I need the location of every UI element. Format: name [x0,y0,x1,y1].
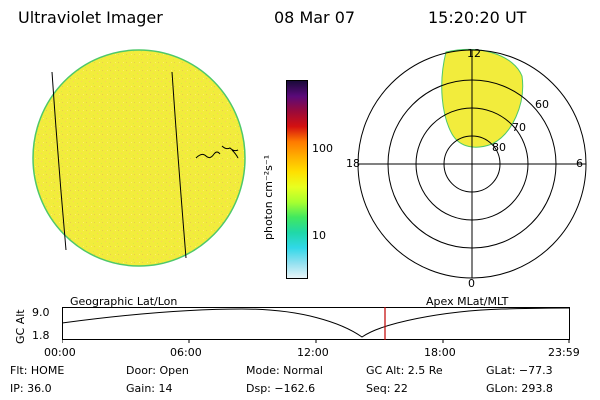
status-flt: Flt: HOME [10,364,65,377]
instrument-title: Ultraviolet Imager [18,8,163,27]
altitude-curve [62,307,570,338]
mlt-label-18: 18 [346,157,360,170]
aurora-region [441,49,524,148]
timeline-left-title: Geographic Lat/Lon [70,295,178,308]
longitude-line-right [171,71,187,259]
x-tick-0000: 00:00 [44,346,76,359]
date-label: 08 Mar 07 [274,8,356,27]
status-door: Door: Open [126,364,189,377]
colorbar-tick-10: 10 [312,229,326,242]
status-glat: GLat: −77.3 [486,364,553,377]
x-tick-0600: 06:00 [170,346,202,359]
status-dsp: Dsp: −162.6 [246,382,316,395]
lat-label-60: 60 [535,98,549,111]
polar-plot [357,49,587,279]
colorbar-tick-100: 100 [312,142,333,155]
status-seq: Seq: 22 [366,382,408,395]
status-ip: IP: 36.0 [10,382,52,395]
y-tick-9: 9.0 [32,306,50,319]
status-gain: Gain: 14 [126,382,173,395]
earth-disk [32,49,246,267]
mlt-label-0: 0 [468,277,475,290]
x-tick-1800: 18:00 [424,346,456,359]
lat-label-70: 70 [512,121,526,134]
altitude-timeline [62,307,570,343]
timeline-right-title: Apex MLat/MLT [426,295,509,308]
coastline [195,145,239,159]
mlt-label-6: 6 [576,157,583,170]
status-gc-alt: GC Alt: 2.5 Re [366,364,443,377]
colorbar [286,80,308,279]
uv-image-panel [32,49,246,267]
longitude-line-left [51,71,67,251]
colorbar-unit-label: photon cm⁻²s⁻¹ [262,154,275,240]
status-glon: GLon: 293.8 [486,382,553,395]
x-tick-1200: 12:00 [297,346,329,359]
mlt-label-12: 12 [467,47,481,60]
x-tick-2359: 23:59 [548,346,580,359]
y-tick-1-8: 1.8 [32,329,50,342]
timeline-y-label: GC Alt [14,309,27,344]
lat-label-80: 80 [492,141,506,154]
status-mode: Mode: Normal [246,364,323,377]
time-label: 15:20:20 UT [428,8,527,27]
